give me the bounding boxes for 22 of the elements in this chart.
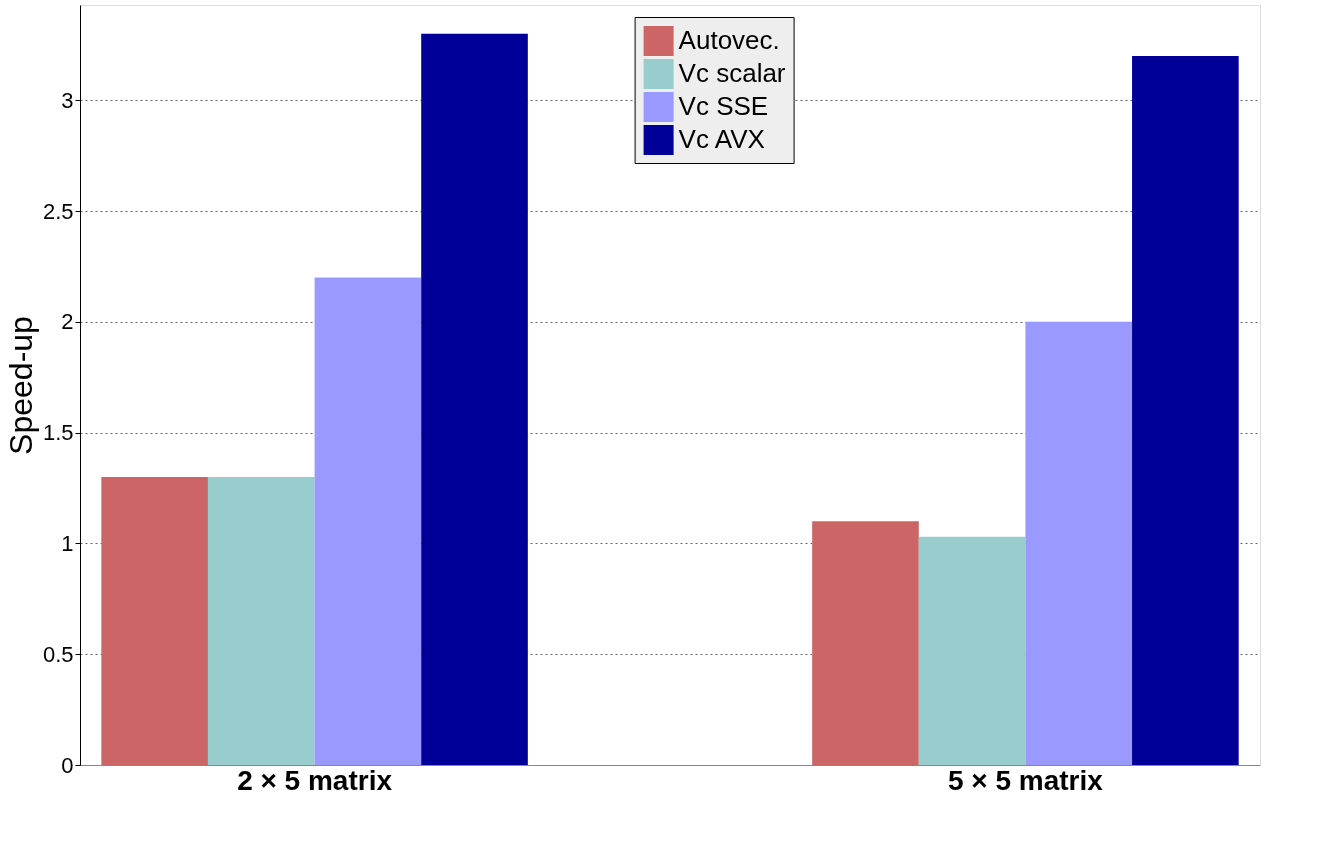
legend-label: Vc SSE xyxy=(678,91,769,121)
y-tick-label: 3 xyxy=(61,87,74,113)
bar xyxy=(101,476,208,765)
y-tick-label: 2 xyxy=(61,309,74,335)
bar xyxy=(812,521,919,765)
y-tick-label: 1 xyxy=(61,530,74,556)
bar xyxy=(1025,321,1133,765)
x-tick-label: 2 × 5 matrix xyxy=(237,764,393,796)
legend-label: Vc scalar xyxy=(678,58,786,88)
bar xyxy=(918,536,1026,765)
bar xyxy=(1132,55,1239,765)
y-tick-label: 2.5 xyxy=(42,198,74,224)
legend-label: Vc AVX xyxy=(678,124,765,154)
y-tick-label: 0.5 xyxy=(42,641,74,667)
bar xyxy=(314,277,422,765)
y-tick-label: 0 xyxy=(61,752,74,778)
bar xyxy=(207,476,315,765)
y-tick-label: 1.5 xyxy=(42,420,74,446)
legend-label: Autovec. xyxy=(678,25,780,55)
x-tick-label: 5 × 5 matrix xyxy=(947,764,1104,796)
y-axis-title: Speed-up xyxy=(2,316,39,455)
bar xyxy=(421,33,528,765)
